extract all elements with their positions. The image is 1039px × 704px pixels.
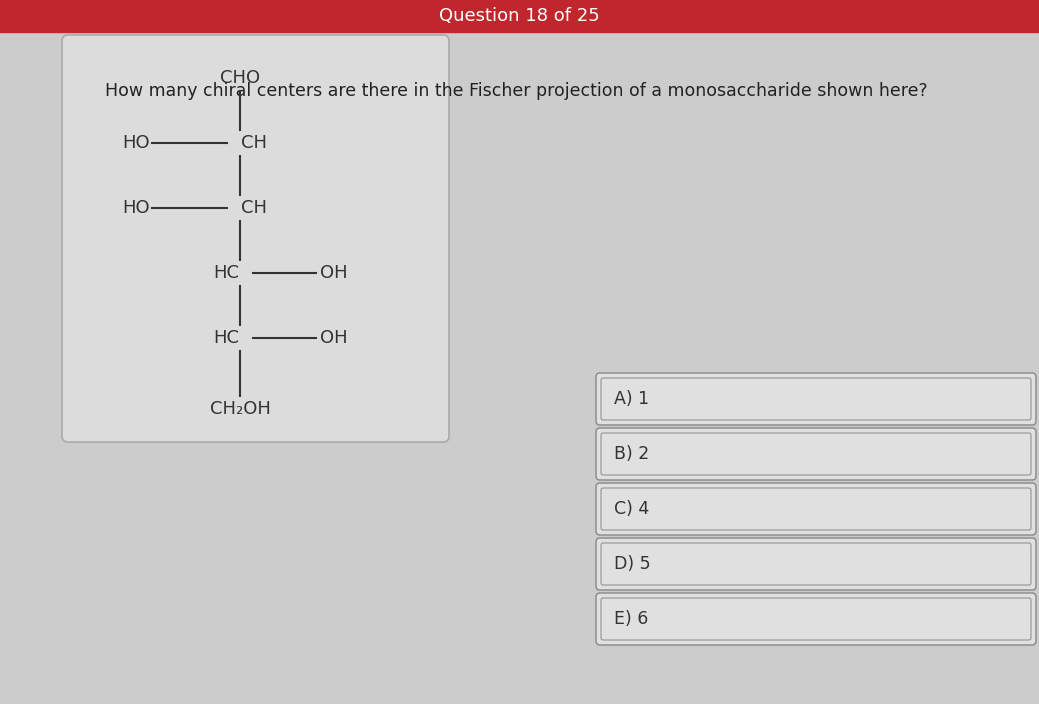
Text: HC: HC <box>213 264 239 282</box>
Text: CHO: CHO <box>220 69 260 87</box>
FancyBboxPatch shape <box>601 378 1031 420</box>
Text: HC: HC <box>213 329 239 347</box>
Text: HO: HO <box>123 199 150 217</box>
FancyBboxPatch shape <box>596 373 1036 425</box>
Text: CH: CH <box>241 134 267 152</box>
FancyBboxPatch shape <box>62 35 449 442</box>
Text: CH: CH <box>241 199 267 217</box>
Text: OH: OH <box>320 264 348 282</box>
Text: HO: HO <box>123 134 150 152</box>
Text: C) 4: C) 4 <box>614 500 649 518</box>
FancyBboxPatch shape <box>601 543 1031 585</box>
Text: D) 5: D) 5 <box>614 555 650 573</box>
Text: OH: OH <box>320 329 348 347</box>
Text: Question 18 of 25: Question 18 of 25 <box>438 7 600 25</box>
FancyBboxPatch shape <box>596 483 1036 535</box>
Text: CH₂OH: CH₂OH <box>210 400 270 418</box>
Text: B) 2: B) 2 <box>614 445 649 463</box>
FancyBboxPatch shape <box>596 538 1036 590</box>
Text: E) 6: E) 6 <box>614 610 648 628</box>
FancyBboxPatch shape <box>601 598 1031 640</box>
FancyBboxPatch shape <box>596 593 1036 645</box>
Text: A) 1: A) 1 <box>614 390 649 408</box>
FancyBboxPatch shape <box>596 428 1036 480</box>
Text: How many chiral centers are there in the Fischer projection of a monosaccharide : How many chiral centers are there in the… <box>105 82 928 100</box>
FancyBboxPatch shape <box>601 488 1031 530</box>
FancyBboxPatch shape <box>601 433 1031 475</box>
Bar <box>0 0 1039 32</box>
